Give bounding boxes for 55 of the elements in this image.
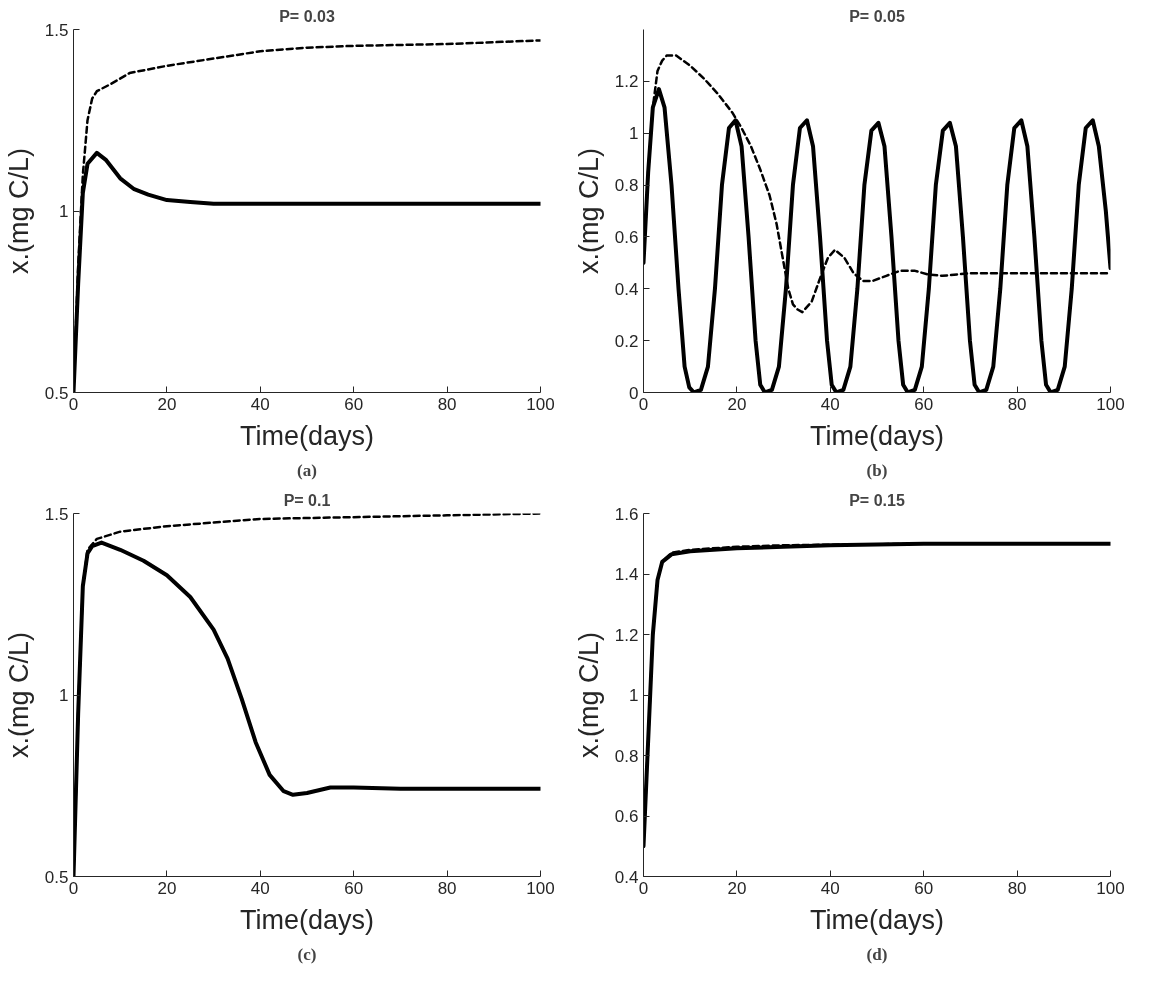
text: (d) bbox=[866, 944, 888, 964]
x-tick-label: 60 bbox=[914, 394, 934, 414]
y-axis-title: x.(mg C/L) bbox=[3, 147, 34, 274]
y-tick-label: 1.4 bbox=[614, 565, 639, 584]
x-tick-label: 40 bbox=[250, 394, 270, 414]
y-tick-label: 0.8 bbox=[614, 176, 639, 196]
y-tick-label: 0.5 bbox=[44, 867, 69, 887]
x-tick-label: 40 bbox=[250, 878, 270, 898]
y-tick-label: 1.5 bbox=[44, 20, 69, 40]
text: (c) bbox=[297, 944, 317, 964]
y-tick-label: 0.4 bbox=[614, 279, 639, 299]
x-tick-label: 40 bbox=[820, 394, 840, 414]
x-tick-label: 60 bbox=[914, 878, 934, 898]
x-tick-label: 40 bbox=[820, 878, 840, 898]
y-axis-title: x.(mg C/L) bbox=[3, 631, 34, 758]
x-tick-label: 100 bbox=[526, 394, 555, 414]
y-tick-label: 0.6 bbox=[614, 227, 639, 247]
x-tick-label: 60 bbox=[344, 394, 364, 414]
x-tick-label: 20 bbox=[727, 394, 747, 414]
y-axis-title: x.(mg C/L) bbox=[573, 631, 604, 758]
y-tick-label: 1.5 bbox=[44, 504, 69, 524]
y-tick-label: 0.2 bbox=[614, 331, 639, 351]
y-tick-label: 1.6 bbox=[614, 504, 639, 524]
x-tick-label: 60 bbox=[344, 878, 364, 898]
x-tick-label: 100 bbox=[1096, 878, 1125, 898]
chart-title: P= 0.15 bbox=[849, 491, 905, 509]
y-tick-label: 0.4 bbox=[614, 867, 639, 887]
x-axis-title: Time(days) bbox=[809, 420, 945, 451]
x-tick-label: 20 bbox=[157, 878, 177, 898]
chart-title: P= 0.1 bbox=[283, 491, 331, 509]
text: (b) bbox=[866, 460, 888, 480]
y-tick-label: 0.5 bbox=[44, 383, 69, 403]
y-tick-label: 1 bbox=[629, 686, 639, 705]
x-tick-label: 80 bbox=[1007, 394, 1027, 414]
y-tick-label: 0.8 bbox=[614, 746, 639, 766]
x-tick-label: 20 bbox=[157, 394, 177, 414]
x-tick-label: 20 bbox=[727, 878, 747, 898]
x-axis-title: Time(days) bbox=[239, 420, 375, 451]
x-tick-label: 100 bbox=[1096, 394, 1125, 414]
x-tick-label: 100 bbox=[526, 878, 555, 898]
x-tick-label: 80 bbox=[1007, 878, 1027, 898]
y-tick-label: 1.2 bbox=[614, 625, 639, 645]
x-tick-label: 80 bbox=[437, 394, 457, 414]
y-tick-label: 0.6 bbox=[614, 807, 639, 826]
text: (a) bbox=[297, 460, 317, 480]
x-tick-label: 80 bbox=[437, 878, 457, 898]
y-tick-label: 1 bbox=[629, 124, 639, 144]
y-tick-label: 1 bbox=[59, 686, 69, 705]
y-axis-title: x.(mg C/L) bbox=[573, 147, 604, 274]
chart-title: P= 0.03 bbox=[279, 7, 335, 25]
x-axis-title: Time(days) bbox=[239, 904, 375, 935]
chart-title: P= 0.05 bbox=[849, 7, 905, 25]
y-tick-label: 1 bbox=[59, 202, 69, 221]
x-axis-title: Time(days) bbox=[809, 904, 945, 935]
y-tick-label: 1.2 bbox=[614, 72, 639, 92]
